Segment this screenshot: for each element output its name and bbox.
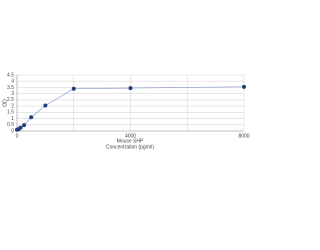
y-tick-label: 3 xyxy=(11,91,14,97)
x-axis-label: Mouse SHP xyxy=(117,138,144,144)
x-tick-label: 8000 xyxy=(238,133,249,139)
data-point xyxy=(18,125,23,130)
data-point xyxy=(242,84,246,89)
y-tick-label: 0 xyxy=(11,128,14,134)
x-tick-label: 4000 xyxy=(125,133,136,139)
y-axis-label: OD xyxy=(2,99,8,107)
chart: Mouse SHP Concentration (pg/ml) OD 00.51… xyxy=(2,72,249,150)
data-point xyxy=(43,103,48,108)
y-tick-label: 1 xyxy=(11,116,14,122)
x-tick-label: 0 xyxy=(16,133,19,139)
data-point xyxy=(29,115,34,120)
data-point xyxy=(71,86,76,91)
data-point xyxy=(128,86,133,91)
y-tick-label: 2.5 xyxy=(7,97,14,103)
y-tick-label: 1.5 xyxy=(7,110,14,116)
x-axis-label: Concentration (pg/ml) xyxy=(106,144,154,150)
y-tick-label: 3.5 xyxy=(7,85,14,91)
y-tick-label: 4.5 xyxy=(7,72,14,78)
y-tick-label: 0.5 xyxy=(7,122,14,128)
y-tick-label: 2 xyxy=(11,103,14,109)
y-tick-label: 4 xyxy=(11,79,14,85)
data-point xyxy=(22,123,27,128)
